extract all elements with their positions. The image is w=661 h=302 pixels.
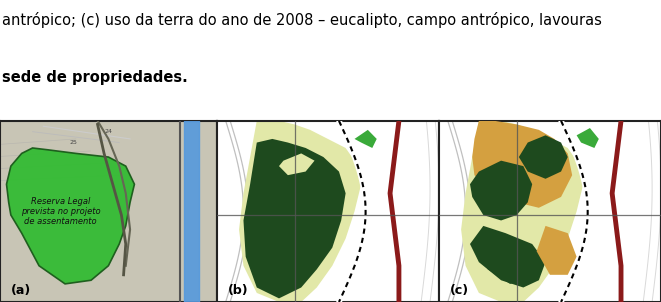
Polygon shape — [461, 121, 583, 302]
Polygon shape — [470, 226, 545, 288]
Text: (b): (b) — [228, 284, 249, 297]
Text: 25: 25 — [69, 140, 77, 145]
Polygon shape — [243, 139, 346, 298]
Text: 24: 24 — [104, 130, 112, 134]
Text: sede de propriedades.: sede de propriedades. — [2, 70, 188, 85]
Polygon shape — [7, 148, 134, 284]
Polygon shape — [519, 135, 568, 179]
Polygon shape — [537, 226, 576, 275]
Polygon shape — [472, 121, 572, 208]
Polygon shape — [470, 161, 532, 220]
Polygon shape — [239, 121, 361, 302]
Text: (a): (a) — [11, 284, 31, 297]
Text: antrópico; (c) uso da terra do ano de 2008 – eucalipto, campo antrópico, lavoura: antrópico; (c) uso da terra do ano de 20… — [2, 12, 602, 28]
Text: Reserva Legal
prevista no projeto
de assentamento: Reserva Legal prevista no projeto de ass… — [21, 197, 100, 226]
Polygon shape — [279, 153, 315, 175]
Polygon shape — [576, 128, 599, 148]
Polygon shape — [354, 130, 377, 148]
Polygon shape — [483, 244, 539, 284]
Text: (c): (c) — [450, 284, 469, 297]
